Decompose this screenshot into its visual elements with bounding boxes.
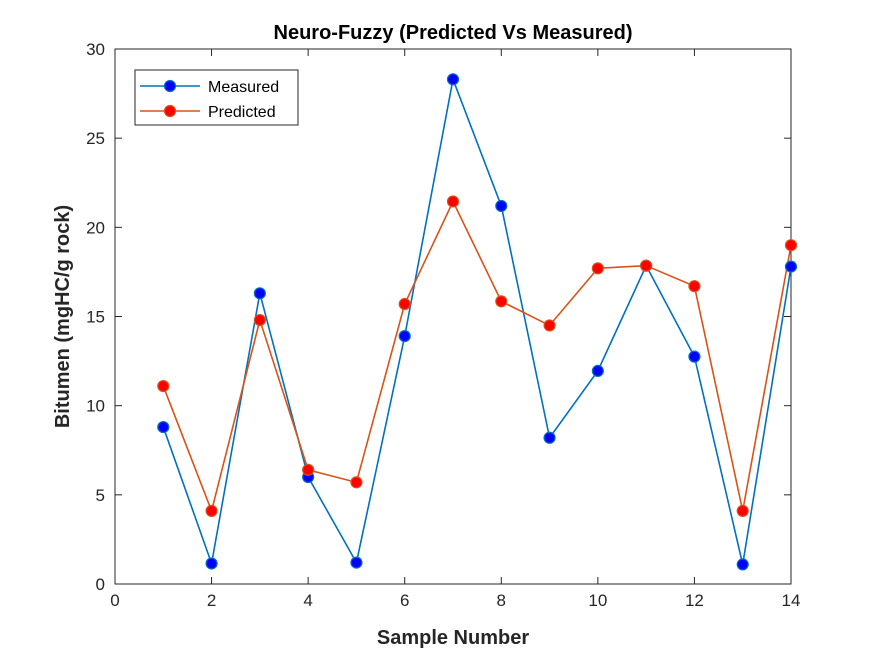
- data-point-measured: [784, 260, 798, 273]
- x-tick-label: 6: [400, 591, 409, 610]
- legend-label-measured: Measured: [208, 79, 279, 96]
- x-tick-label: 8: [497, 591, 506, 610]
- y-tick-label: 10: [86, 397, 105, 416]
- series-line-predicted: [162, 200, 792, 512]
- data-point-predicted: [157, 379, 170, 393]
- data-point-measured: [398, 330, 411, 343]
- y-tick-label: 0: [96, 575, 105, 594]
- y-axis-label: Bitumen (mgHC/g rock): [52, 205, 74, 428]
- data-point-predicted: [688, 280, 701, 293]
- data-point-predicted: [784, 239, 798, 252]
- data-point-predicted: [640, 259, 653, 272]
- data-point-predicted: [302, 463, 315, 476]
- data-point-measured: [205, 557, 218, 570]
- data-point-predicted: [398, 297, 411, 311]
- x-tick-label: 14: [782, 591, 801, 610]
- plot-area: [114, 48, 792, 585]
- data-point-predicted: [591, 262, 604, 275]
- x-tick-label: 10: [588, 591, 607, 610]
- x-axis-label: Sample Number: [377, 627, 529, 649]
- data-point-measured: [495, 199, 508, 213]
- data-point-predicted: [543, 319, 556, 332]
- data-point-predicted: [495, 295, 508, 308]
- x-tick-label: 2: [207, 591, 216, 610]
- data-point-predicted: [446, 195, 460, 208]
- legend-box: [134, 69, 299, 126]
- data-point-predicted: [253, 313, 266, 327]
- series-line-measured: [162, 78, 792, 566]
- data-point-measured: [350, 556, 363, 569]
- data-point-measured: [253, 287, 266, 300]
- markers-layer: [157, 73, 798, 571]
- legend-marker-predicted: [163, 104, 177, 118]
- legend-entries: Measured Predicted: [140, 79, 279, 121]
- data-point-measured: [157, 420, 170, 434]
- data-point-measured: [591, 364, 604, 377]
- y-tick-label: 5: [96, 486, 105, 505]
- data-point-measured: [543, 431, 556, 444]
- x-tick-label: 0: [110, 591, 119, 610]
- legend-marker-measured: [163, 79, 177, 93]
- y-tick-label: 30: [86, 40, 105, 59]
- lines-layer: [162, 78, 792, 566]
- data-point-measured: [446, 73, 460, 86]
- legend-label-predicted: Predicted: [208, 104, 276, 121]
- data-point-measured: [688, 350, 701, 363]
- legend: Measured Predicted: [134, 69, 299, 126]
- data-point-predicted: [736, 504, 749, 517]
- ticks-layer: 0 2 4 6 8 10 12 14 0 5 10 15 20 25 30: [86, 40, 800, 610]
- y-tick-label: 25: [86, 129, 105, 148]
- data-point-measured: [736, 558, 749, 571]
- x-tick-label: 4: [303, 591, 312, 610]
- y-tick-label: 20: [86, 218, 105, 237]
- x-tick-label: 12: [685, 591, 704, 610]
- data-point-predicted: [205, 504, 218, 517]
- chart-title: Neuro-Fuzzy (Predicted Vs Measured): [274, 22, 633, 44]
- data-point-predicted: [350, 476, 363, 489]
- y-tick-label: 15: [86, 308, 105, 327]
